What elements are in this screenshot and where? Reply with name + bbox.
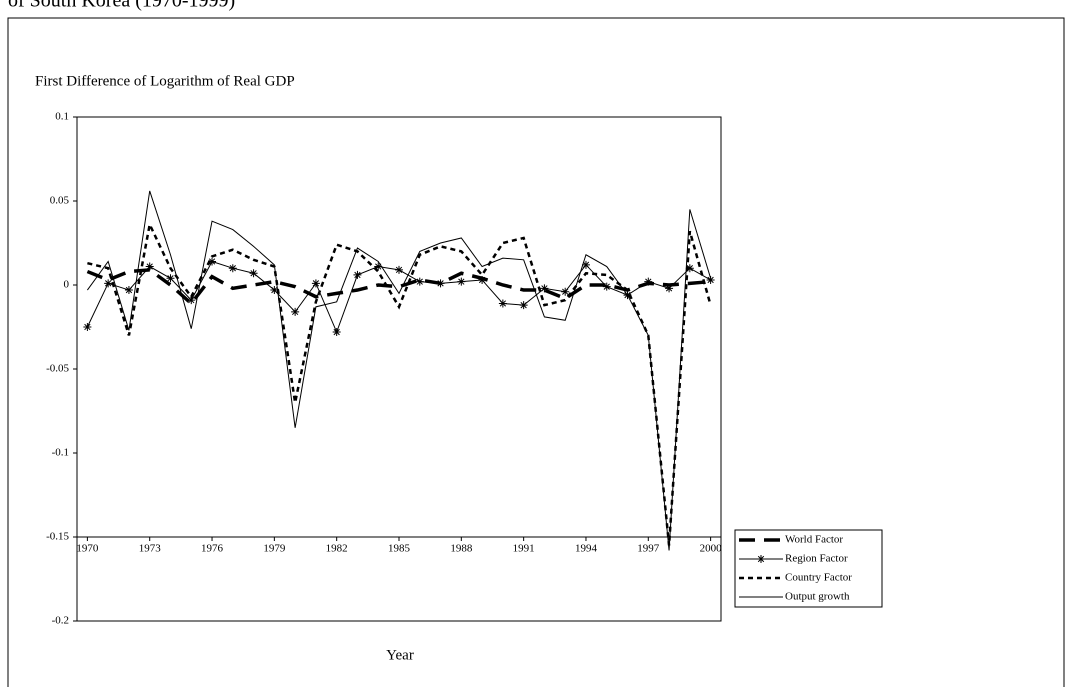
series-line <box>87 220 712 546</box>
y-tick-label: -0.15 <box>46 531 69 543</box>
marker <box>291 307 300 316</box>
legend-label: World Factor <box>785 534 843 546</box>
marker <box>208 257 217 266</box>
header: of South Korea (1970-1999) <box>8 0 235 12</box>
legend-label: Country Factor <box>785 572 852 584</box>
marker <box>249 269 258 278</box>
marker <box>187 296 196 305</box>
x-tick-label: 1997 <box>637 543 660 555</box>
marker <box>519 301 528 310</box>
marker <box>166 274 175 283</box>
marker <box>706 275 715 284</box>
x-tick-label: 1994 <box>575 543 598 555</box>
y-tick-label: -0.2 <box>52 615 69 627</box>
series-line <box>86 268 711 307</box>
marker <box>436 279 445 288</box>
x-tick-label: 1988 <box>450 543 473 555</box>
x-tick-label: 2000 <box>700 543 723 555</box>
y-tick-label: -0.1 <box>52 447 69 459</box>
x-tick-label: 1991 <box>513 543 535 555</box>
marker <box>757 555 765 563</box>
marker <box>540 284 549 293</box>
marker <box>498 299 507 308</box>
marker <box>665 284 674 293</box>
chart-title: First Difference of Logarithm of Real GD… <box>35 73 295 89</box>
series-line <box>86 190 712 551</box>
x-axis-title: Year <box>386 647 414 663</box>
marker <box>145 262 154 271</box>
marker <box>353 270 362 279</box>
marker <box>415 277 424 286</box>
y-tick-label: 0 <box>64 279 70 291</box>
x-tick-label: 1985 <box>388 543 411 555</box>
y-tick-label: 0.1 <box>55 111 69 123</box>
marker <box>581 260 590 269</box>
marker <box>311 279 320 288</box>
x-tick-label: 1976 <box>201 543 224 555</box>
marker <box>374 262 383 271</box>
y-tick-label: 0.05 <box>50 195 70 207</box>
marker <box>104 279 113 288</box>
frame <box>7 17 1065 687</box>
marker <box>561 287 570 296</box>
marker <box>602 282 611 291</box>
x-tick-label: 1970 <box>76 543 99 555</box>
marker <box>685 264 694 273</box>
marker <box>332 328 341 337</box>
marker <box>478 275 487 284</box>
marker <box>228 264 237 273</box>
marker <box>644 277 653 286</box>
y-tick-label: -0.05 <box>46 363 69 375</box>
marker <box>270 286 279 295</box>
legend-label: Output growth <box>785 591 850 603</box>
legend-label: Region Factor <box>785 553 848 565</box>
marker <box>457 277 466 286</box>
x-tick-label: 1979 <box>263 543 286 555</box>
x-tick-label: 1973 <box>139 543 162 555</box>
marker <box>395 265 403 274</box>
marker <box>124 286 133 295</box>
x-tick-label: 1982 <box>326 543 348 555</box>
legend-box <box>734 529 883 608</box>
marker <box>83 323 92 331</box>
